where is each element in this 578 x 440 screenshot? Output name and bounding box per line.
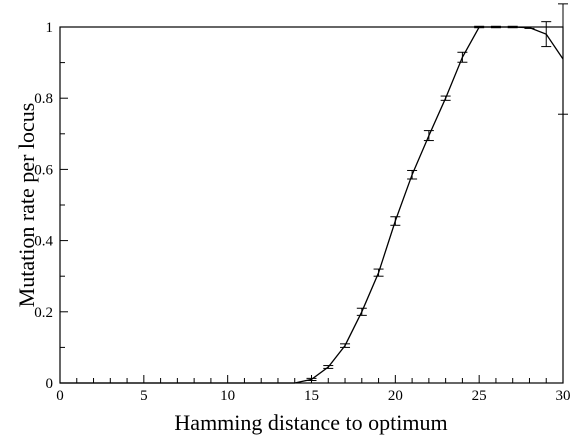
y-tick-label: 0 (46, 376, 54, 392)
x-tick-label: 5 (140, 388, 148, 404)
y-axis-tick-labels: 0 0.2 0.4 0.6 0.8 1 (34, 20, 53, 392)
error-bars (306, 3, 568, 382)
series-line (60, 26, 564, 384)
y-axis-label: Mutation rate per locus (14, 103, 39, 308)
y-tick-label: 0.6 (34, 162, 53, 178)
x-axis-tick-labels: 0 5 10 15 20 25 30 (56, 388, 570, 404)
plot-frame (59, 26, 564, 384)
x-axis-ticks (59, 375, 564, 383)
y-tick-label: 0.8 (34, 91, 53, 107)
x-tick-label: 30 (556, 388, 571, 404)
y-tick-label: 0.2 (34, 305, 53, 321)
x-axis-label: Hamming distance to optimum (174, 410, 447, 435)
x-tick-label: 25 (472, 388, 487, 404)
x-tick-label: 15 (304, 388, 319, 404)
y-axis-ticks (60, 26, 68, 384)
x-tick-label: 0 (56, 388, 64, 404)
x-tick-label: 20 (388, 388, 403, 404)
y-tick-label: 0.4 (34, 234, 53, 250)
y-tick-label: 1 (46, 20, 54, 36)
x-tick-label: 10 (220, 388, 235, 404)
